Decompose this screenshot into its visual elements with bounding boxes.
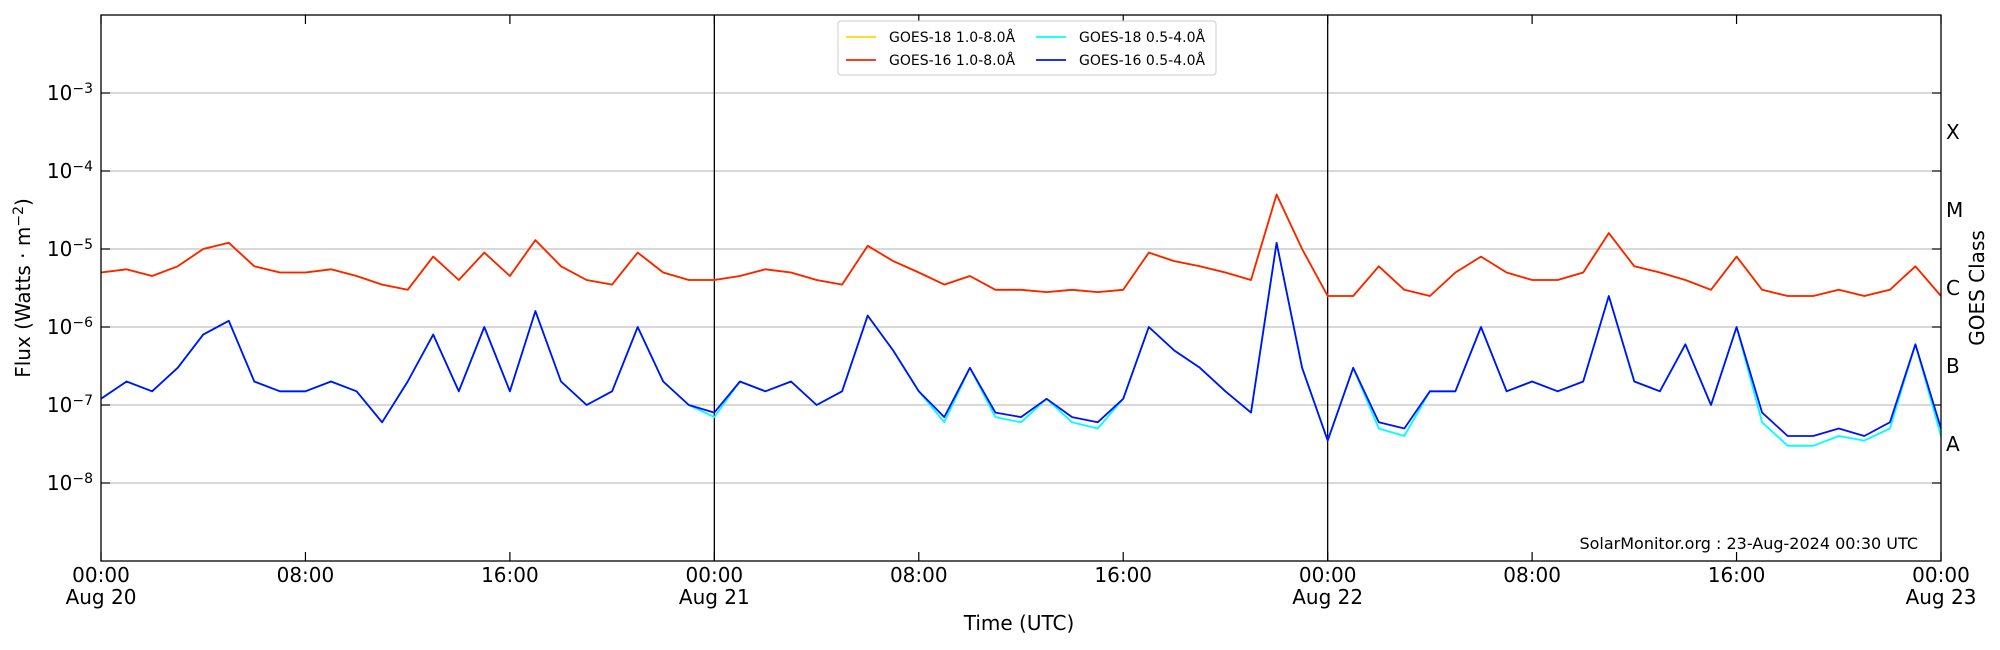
y-axis-label: Flux (Watts · m−2) (11, 198, 35, 378)
y-tick-label: 10−3 (47, 81, 93, 105)
y-tick-label: 10−8 (47, 471, 93, 495)
y2-tick-label: C (1946, 276, 1960, 300)
y2-axis-label: GOES Class (1965, 230, 1989, 346)
legend-label: GOES-18 0.5-4.0Å (1079, 29, 1205, 46)
x-tick-label: 00:00 Aug 21 (679, 563, 750, 609)
x-tick-label: 16:00 (1708, 563, 1766, 587)
annotation: SolarMonitor.org : 23-Aug-2024 00:30 UTC (1579, 534, 1918, 553)
legend-box (837, 20, 1217, 76)
x-tick-label: 00:00 Aug 23 (1906, 563, 1977, 609)
series-line (100, 193, 1942, 297)
x-tick-label: 16:00 (481, 563, 539, 587)
series-line (100, 241, 1942, 442)
x-axis-label: Time (UTC) (963, 611, 1075, 635)
x-tick-label: 08:00 (890, 563, 948, 587)
y2-tick-label: A (1946, 432, 1960, 456)
x-tick-label: 16:00 (1094, 563, 1152, 587)
y-tick-label: 10−5 (47, 237, 93, 261)
legend-label: GOES-16 0.5-4.0Å (1079, 52, 1205, 69)
x-tick-label: 00:00 Aug 20 (66, 563, 137, 609)
legend-label: GOES-18 1.0-8.0Å (889, 29, 1015, 46)
x-tick-label: 00:00 Aug 22 (1292, 563, 1363, 609)
legend: GOES-18 1.0-8.0Å GOES-16 1.0-8.0Å GOES-18 … (837, 20, 1217, 76)
x-tick-label: 08:00 (277, 563, 335, 587)
y2-tick-label: B (1946, 354, 1960, 378)
y-tick-label: 10−7 (47, 393, 93, 417)
plot-frame (100, 14, 1942, 562)
x-tick-label: 08:00 (1503, 563, 1561, 587)
y-tick-label: 10−6 (47, 315, 93, 339)
series-line (100, 193, 1942, 297)
y2-tick-label: X (1946, 120, 1960, 144)
y2-tick-label: M (1946, 198, 1963, 222)
y-tick-label: 10−4 (47, 159, 93, 183)
legend-label: GOES-16 1.0-8.0Å (889, 52, 1015, 69)
